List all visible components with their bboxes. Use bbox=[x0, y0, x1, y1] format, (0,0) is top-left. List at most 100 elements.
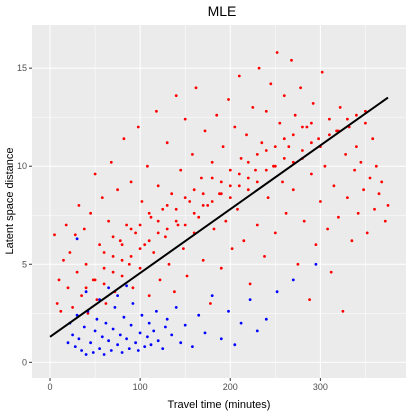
data-point-red bbox=[281, 180, 284, 184]
data-point-red bbox=[310, 172, 313, 176]
data-point-red bbox=[246, 176, 250, 180]
data-point-red bbox=[210, 200, 214, 203]
data-point-red bbox=[353, 168, 356, 172]
data-point-red bbox=[95, 298, 99, 301]
data-points bbox=[53, 51, 390, 356]
data-point-red bbox=[192, 188, 196, 192]
data-point-blue bbox=[84, 290, 88, 294]
data-point-red bbox=[82, 227, 86, 231]
data-point-blue bbox=[227, 309, 230, 313]
data-point-red bbox=[120, 243, 124, 247]
data-point-red bbox=[53, 233, 56, 237]
data-point-red bbox=[227, 98, 230, 101]
data-point-red bbox=[93, 172, 97, 176]
data-point-red bbox=[328, 133, 331, 137]
data-point-red bbox=[305, 125, 309, 129]
data-point-blue bbox=[116, 343, 119, 347]
data-point-blue bbox=[147, 321, 151, 325]
data-point-blue bbox=[174, 306, 178, 309]
data-point-red bbox=[89, 211, 92, 215]
data-point-red bbox=[104, 302, 108, 305]
data-point-red bbox=[210, 160, 214, 164]
data-point-red bbox=[125, 223, 128, 227]
data-point-red bbox=[209, 302, 212, 305]
data-point-red bbox=[129, 180, 133, 184]
data-point-red bbox=[129, 255, 133, 258]
data-point-red bbox=[284, 211, 288, 215]
data-point-red bbox=[174, 207, 178, 211]
data-point-red bbox=[365, 231, 369, 235]
data-point-red bbox=[377, 192, 381, 196]
data-point-blue bbox=[239, 321, 243, 325]
data-point-red bbox=[197, 215, 201, 219]
data-point-red bbox=[57, 278, 61, 282]
data-point-blue bbox=[233, 343, 237, 347]
data-point-red bbox=[84, 262, 88, 266]
data-point-red bbox=[127, 262, 131, 266]
data-point-red bbox=[364, 121, 367, 125]
data-point-red bbox=[212, 227, 216, 231]
data-point-red bbox=[380, 180, 384, 184]
data-point-red bbox=[219, 180, 223, 184]
data-point-blue bbox=[125, 337, 128, 341]
data-point-blue bbox=[152, 329, 156, 333]
data-point-red bbox=[282, 94, 286, 97]
data-point-red bbox=[350, 239, 354, 243]
data-point-red bbox=[230, 247, 234, 251]
data-point-red bbox=[228, 184, 232, 188]
data-point-red bbox=[156, 184, 160, 188]
data-point-red bbox=[266, 196, 270, 200]
data-point-blue bbox=[82, 325, 86, 329]
data-point-red bbox=[359, 160, 363, 164]
data-point-red bbox=[185, 274, 189, 278]
data-point-red bbox=[131, 286, 135, 290]
x-tick-label: 300 bbox=[313, 382, 328, 392]
data-point-red bbox=[102, 266, 106, 270]
data-point-red bbox=[179, 168, 183, 172]
data-point-red bbox=[215, 113, 219, 117]
data-point-red bbox=[296, 262, 300, 266]
data-point-red bbox=[254, 168, 257, 172]
data-point-red bbox=[152, 251, 156, 254]
data-point-red bbox=[275, 51, 279, 54]
data-point-red bbox=[138, 266, 142, 270]
data-point-red bbox=[174, 219, 178, 223]
y-axis-title: Latent space distance bbox=[4, 147, 16, 254]
data-point-blue bbox=[165, 317, 169, 321]
data-point-red bbox=[255, 153, 259, 156]
data-point-red bbox=[71, 306, 74, 309]
data-point-blue bbox=[80, 349, 83, 352]
data-point-red bbox=[239, 157, 243, 160]
data-point-red bbox=[194, 86, 198, 90]
data-point-blue bbox=[146, 335, 149, 339]
data-point-blue bbox=[93, 329, 97, 333]
data-point-red bbox=[273, 164, 277, 168]
data-point-blue bbox=[95, 317, 99, 321]
data-point-red bbox=[55, 302, 59, 305]
data-point-red bbox=[174, 94, 178, 97]
data-point-blue bbox=[75, 237, 79, 241]
y-tick-label: 10 bbox=[17, 161, 27, 171]
data-point-blue bbox=[73, 345, 77, 348]
data-point-red bbox=[111, 270, 115, 274]
data-point-blue bbox=[264, 317, 268, 321]
data-point-red bbox=[176, 223, 180, 227]
x-axis: 0 100 200 300 bbox=[48, 378, 328, 392]
data-point-red bbox=[383, 219, 387, 223]
data-point-red bbox=[368, 176, 372, 180]
data-point-red bbox=[228, 168, 232, 172]
data-point-red bbox=[188, 200, 192, 203]
data-point-red bbox=[221, 145, 225, 149]
data-point-red bbox=[107, 219, 110, 223]
data-point-blue bbox=[129, 323, 133, 327]
data-point-red bbox=[182, 247, 185, 251]
grid-major bbox=[32, 25, 406, 378]
data-point-red bbox=[246, 188, 250, 192]
data-point-red bbox=[326, 227, 329, 231]
data-point-red bbox=[156, 231, 160, 235]
data-point-red bbox=[355, 113, 358, 117]
data-point-red bbox=[248, 282, 252, 286]
data-point-red bbox=[138, 223, 142, 227]
data-point-red bbox=[346, 117, 349, 121]
data-point-red bbox=[84, 286, 88, 290]
